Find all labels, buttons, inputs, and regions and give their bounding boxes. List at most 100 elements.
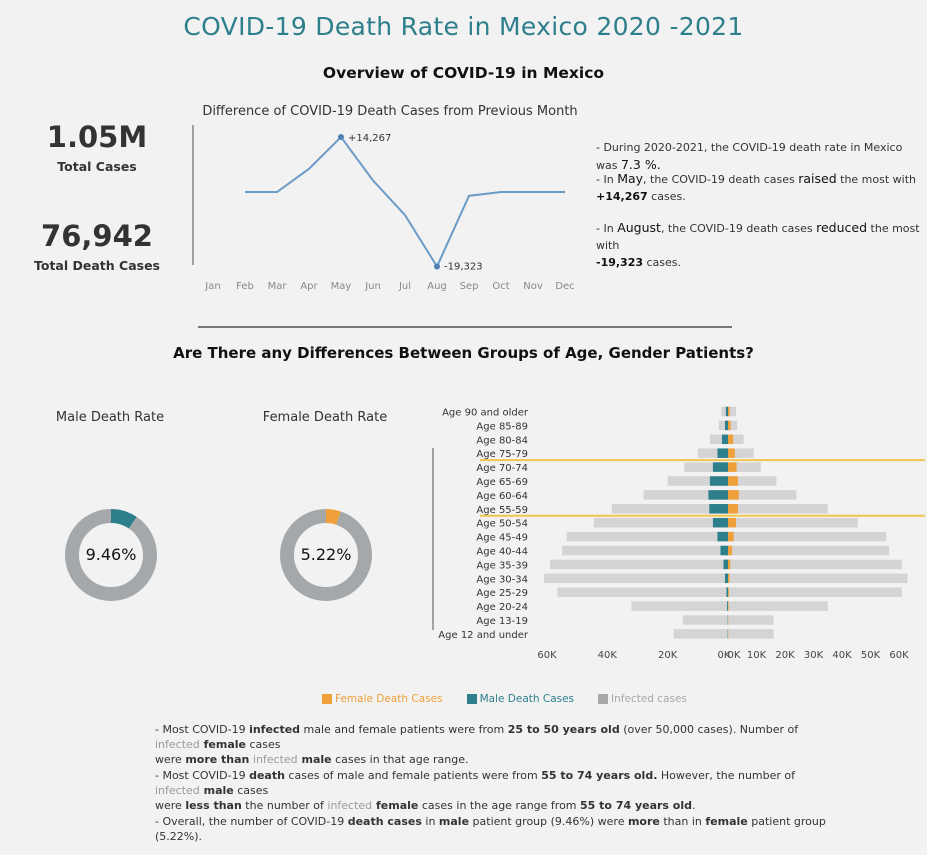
note-aug-value: -19,323: [596, 256, 644, 269]
note-may-mid: , the COVID-19 death cases: [643, 173, 799, 186]
female-donut-slice-other: [280, 509, 372, 601]
bar-female-deaths-age-40-44: [728, 545, 732, 556]
section-title: Are There any Differences Between Groups…: [173, 344, 754, 362]
age-label-age-40-44: Age 40-44: [476, 547, 528, 558]
bar-female-infected-age-40-44: [728, 545, 890, 556]
bar-male-deaths-age-90-and-older: [725, 406, 728, 417]
age-label-age-35-39: Age 35-39: [476, 560, 528, 571]
text-bold: 55 to 74 years old: [580, 799, 693, 812]
bar-female-deaths-age-60-64: [728, 490, 739, 500]
left-tick-0k: 0K: [718, 650, 731, 661]
age-label-age-45-49: Age 45-49: [476, 533, 528, 544]
age-label-age-85-89: Age 85-89: [476, 421, 528, 432]
bar-male-infected-age-12-and-under: [673, 629, 728, 639]
bar-female-deaths-age-70-74: [728, 462, 737, 472]
note-death-rate-value: 7.3 %.: [620, 157, 661, 172]
text: were: [155, 753, 186, 766]
note-may-pre: - In: [596, 173, 618, 186]
text: patient group (5.22%).: [155, 815, 826, 843]
legend-male-death-cases[interactable]: Male Death Cases: [466, 693, 575, 705]
bar-female-infected-age-75-79: [728, 448, 754, 458]
age-label-age-60-64: Age 60-64: [476, 491, 528, 502]
bar-male-deaths-age-80-84: [721, 434, 728, 445]
bar-female-deaths-age-55-59: [728, 504, 738, 514]
right-tick-30k: 30K: [804, 650, 824, 661]
bar-male-infected-age-30-34: [543, 573, 728, 584]
total-cases-label: Total Cases: [57, 159, 137, 174]
bottom-note-infected: - Most COVID-19 infected male and female…: [155, 722, 835, 767]
bar-female-infected-age-45-49: [728, 531, 887, 542]
annotation-may: +14,267: [348, 133, 391, 144]
bar-female-deaths-age-25-29: [728, 587, 729, 597]
point-may: [338, 134, 344, 140]
x-tick-dec: Dec: [555, 281, 574, 292]
x-tick-aug: Aug: [427, 281, 447, 292]
bar-female-infected-age-90-and-older: [728, 406, 736, 417]
bar-female-infected-age-65-69: [728, 476, 777, 486]
monthly-difference-line-chart: Jan Feb Mar Apr May Jun Jul Aug Sep Oct Nov Dec +14,…: [192, 125, 575, 292]
section-divider: [198, 326, 732, 328]
age-gender-pyramid-chart: Age 90 and older Age 85-89 Age 80-84 Age 75…: [432, 406, 925, 661]
age-label-age-50-54: Age 50-54: [476, 519, 528, 530]
text-bold: death: [249, 769, 285, 782]
note-aug-tail: cases.: [643, 256, 682, 269]
bar-male-deaths-age-55-59: [709, 504, 728, 514]
bar-male-infected-age-80-84: [709, 434, 728, 445]
text-bold: 55 to 74 years old.: [541, 769, 658, 782]
left-tick-60k: 60K: [537, 650, 557, 661]
male-donut-slice-other: [65, 509, 157, 601]
annotation-aug: -19,323: [444, 261, 483, 272]
text-bold: death cases: [347, 815, 422, 828]
text: cases: [233, 784, 269, 797]
x-tick-may: May: [331, 281, 352, 292]
bar-male-infected-age-25-29: [557, 587, 728, 597]
text-bold: more than: [185, 753, 250, 766]
text: patient group (9.46%) were: [469, 815, 628, 828]
legend-female-death-cases[interactable]: Female Death Cases: [322, 693, 443, 705]
bar-female-deaths-age-30-34: [728, 573, 730, 584]
age-label-age-30-34: Age 30-34: [476, 574, 528, 585]
legend-infected-cases[interactable]: Infected cases: [598, 693, 687, 705]
bar-female-infected-age-12-and-under: [728, 629, 774, 639]
x-tick-mar: Mar: [268, 281, 288, 292]
bar-female-deaths-age-45-49: [728, 531, 734, 542]
bar-male-infected-age-35-39: [550, 559, 728, 570]
bar-female-infected-age-13-19: [728, 615, 774, 625]
text-bold: female: [705, 815, 748, 828]
bar-female-deaths-age-85-89: [728, 420, 731, 431]
female-death-rate-value: 5.22%: [300, 545, 352, 564]
bar-female-infected-age-25-29: [728, 587, 902, 597]
note-may-post: the most with: [836, 173, 917, 186]
x-tick-apr: Apr: [300, 281, 318, 292]
bar-male-deaths-age-30-34: [724, 573, 728, 584]
text: - Overall, the number of COVID-19: [155, 815, 348, 828]
right-tick-0k: 0K: [728, 650, 741, 661]
text-bold: female: [199, 738, 246, 751]
bar-female-deaths-age-35-39: [728, 559, 731, 570]
legend-label-male: Male Death Cases: [479, 693, 575, 705]
text: However, the number of: [657, 769, 796, 782]
x-tick-oct: Oct: [492, 281, 509, 292]
legend-swatch-female: [322, 694, 332, 704]
female-death-rate-donut: [280, 509, 372, 601]
text: - Most COVID-19: [155, 769, 250, 782]
left-tick-40k: 40K: [598, 650, 618, 661]
bar-male-infected-age-75-79: [697, 448, 728, 458]
text: (over 50,000 cases). Number of: [619, 723, 799, 736]
bar-male-deaths-age-50-54: [712, 517, 728, 528]
male-death-rate-donut: [65, 509, 157, 601]
total-death-cases-value: 76,942: [41, 219, 153, 253]
x-tick-feb: Feb: [236, 281, 254, 292]
bar-female-infected-age-30-34: [728, 573, 908, 584]
text: cases of male and female patients were f…: [284, 769, 542, 782]
text: than in: [659, 815, 706, 828]
text: the number of: [241, 799, 328, 812]
difference-series-line: [245, 135, 565, 269]
bar-female-infected-age-20-24: [728, 601, 828, 611]
text: cases in the age range from: [418, 799, 581, 812]
bar-male-infected-age-55-59: [611, 504, 728, 514]
bar-female-deaths-age-80-84: [728, 434, 734, 445]
text: male and female patients were from: [300, 723, 508, 736]
note-death-rate: - During 2020-2021, the COVID-19 death r…: [596, 139, 926, 174]
bar-male-infected-age-90-and-older: [721, 406, 728, 417]
